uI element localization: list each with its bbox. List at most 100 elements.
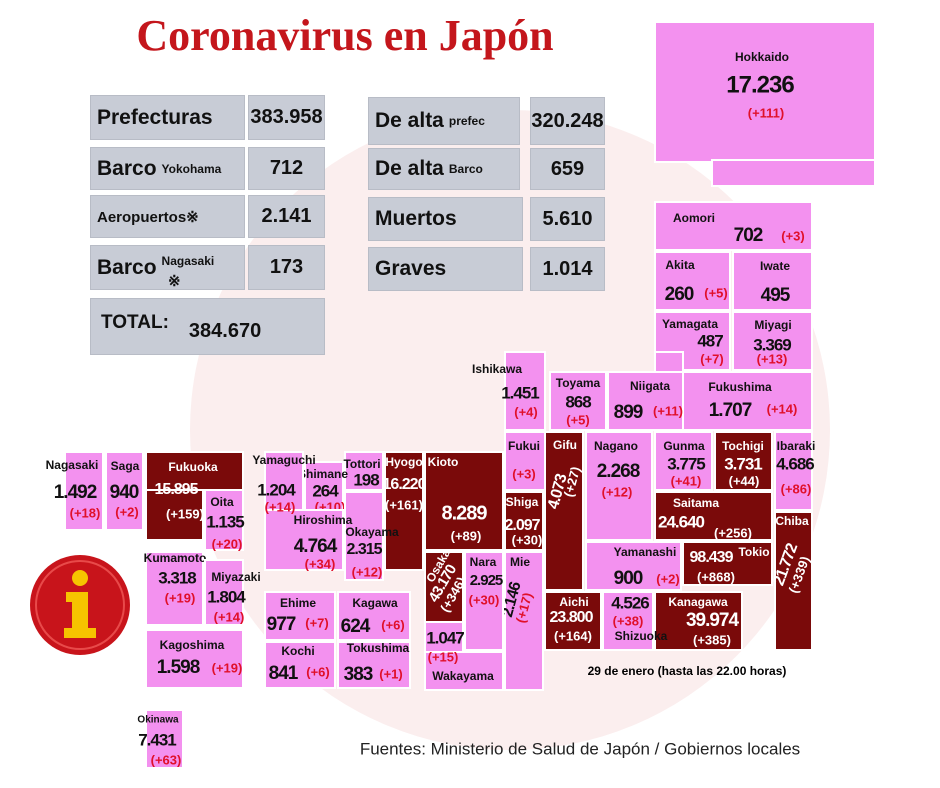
stat-sublabel: Barco: [448, 162, 483, 176]
prefecture-name: Tottori: [343, 457, 380, 471]
prefecture-area: [204, 489, 244, 551]
prefecture-value: 1.135: [206, 512, 244, 531]
prefecture-name: Tochigi: [722, 439, 764, 453]
prefecture: Tokio 98.439 (+868): [682, 541, 773, 586]
stat-value: 5.610: [542, 207, 593, 230]
prefecture-value: 1.707: [709, 400, 752, 421]
prefecture-change: (+34): [305, 556, 336, 571]
prefecture-change: (+3): [512, 466, 535, 481]
prefecture-area: [264, 591, 336, 641]
stat-label-box: Prefecturas: [90, 95, 245, 140]
prefecture: Oita 1.135 (+20): [204, 489, 245, 551]
stat-label: Muertos: [375, 207, 457, 230]
prefecture-value: 1.204: [257, 480, 296, 499]
prefecture-value: 487: [697, 331, 723, 350]
prefecture-area: [711, 159, 876, 187]
stat-label-box: Barco ※ Nagasaki: [90, 245, 245, 290]
prefecture-area: [654, 491, 773, 541]
stat-value-box: 5.610: [530, 197, 605, 241]
prefecture-change: (+20): [212, 536, 243, 551]
prefecture-change: (+2): [115, 504, 138, 519]
prefecture-value: 15.895: [155, 481, 199, 498]
prefecture-name: Kochi: [281, 644, 314, 658]
prefecture-area: [424, 451, 504, 551]
total-box: TOTAL: 384.670: [90, 298, 325, 355]
prefecture: Saga 940(+2): [105, 451, 144, 531]
prefecture-name: Shiga: [506, 495, 539, 509]
prefecture-value: 4.764: [294, 536, 338, 557]
prefecture-area: [544, 431, 584, 591]
stat-value-box: 173: [248, 245, 325, 290]
source: Fuentes: Ministerio de Salud de Japón / …: [360, 739, 800, 758]
prefecture: Kagawa 624 (+6): [337, 591, 411, 641]
stat-label: Graves: [375, 257, 447, 280]
prefecture: Yamanashi 900 (+2): [585, 541, 682, 591]
prefecture-value: 8.289: [441, 502, 487, 524]
prefecture: Nagano 2.268 (+12): [585, 431, 653, 541]
prefecture-area: [732, 251, 813, 311]
prefecture-name: Gifu: [553, 438, 577, 452]
prefecture-area: [654, 591, 743, 651]
prefecture-name: Shizuoka: [615, 629, 668, 643]
prefecture: Kochi 841 (+6): [264, 641, 336, 689]
stat-value: 1.014: [542, 257, 593, 280]
prefecture: Wakayama 1.047 (+15): [424, 621, 504, 691]
prefecture-value: 383: [344, 664, 373, 685]
prefecture-name: Hokkaido: [735, 50, 789, 64]
prefecture-change: (+11): [653, 403, 683, 418]
prefecture-change: (+5): [704, 285, 727, 300]
prefecture-change: (+6): [306, 664, 329, 679]
prefecture-value: 702: [734, 225, 763, 246]
stat-value: 173: [269, 256, 304, 278]
prefecture: Kagoshima 1.598 (+19): [145, 629, 244, 689]
prefecture: Tokushima 383 (+1): [337, 641, 411, 689]
prefecture-change: (+15): [428, 649, 459, 664]
prefecture-value: 977: [267, 614, 296, 635]
stat-label-box: Barco Yokohama: [90, 147, 245, 190]
prefecture-value: 1.047: [426, 628, 464, 647]
prefecture-area: [774, 511, 813, 651]
prefecture-name: Saitama: [673, 496, 719, 510]
prefecture-area: [145, 551, 204, 626]
prefecture-name: Fukui: [508, 439, 540, 453]
prefecture-area: [585, 431, 653, 541]
prefecture: Miyagi 3.369(+13): [732, 311, 813, 371]
prefecture-value: 1.804: [207, 587, 246, 606]
prefecture-change: (+111): [748, 105, 785, 120]
prefecture-value: 2.268: [597, 461, 640, 482]
prefecture-name: Kagawa: [352, 596, 398, 610]
prefecture-name: Toyama: [556, 376, 601, 390]
stat-label-box: Aeropuertos※: [90, 195, 245, 238]
prefecture-value: 4.686: [776, 454, 814, 473]
prefecture-name: Okinawa: [137, 715, 179, 726]
prefecture-area: [145, 629, 244, 689]
prefecture-value: 3.369: [753, 335, 791, 354]
stat-value: 712: [269, 157, 304, 179]
prefecture-change: (+7): [700, 351, 723, 366]
stat-label: Prefecturas: [97, 105, 213, 129]
prefecture-value: 3.318: [158, 568, 196, 587]
prefecture-area: [337, 591, 411, 641]
prefecture-area: [145, 709, 184, 769]
prefecture-name: Oita: [210, 495, 234, 509]
prefecture-change: (+385): [693, 632, 731, 647]
prefecture-name: Hyogo: [385, 455, 422, 469]
prefecture-name: Yamanashi: [614, 545, 677, 559]
prefecture: Okinawa 7.431 (+63): [137, 709, 184, 769]
prefecture-name: Kioto: [428, 455, 459, 469]
prefecture-name: Tokio: [738, 545, 769, 559]
prefecture-name: Yamagata: [662, 317, 718, 331]
prefecture-value: 899: [614, 402, 643, 423]
stat-label: Aeropuertos※: [97, 208, 199, 226]
prefecture-change: (+41): [671, 473, 702, 488]
prefecture-change: (+5): [566, 412, 589, 427]
stat-value: 320.248: [531, 109, 604, 132]
prefecture-value: 1.492: [54, 482, 97, 503]
prefecture-area: [464, 551, 504, 651]
prefecture-name: Gunma: [663, 439, 705, 453]
